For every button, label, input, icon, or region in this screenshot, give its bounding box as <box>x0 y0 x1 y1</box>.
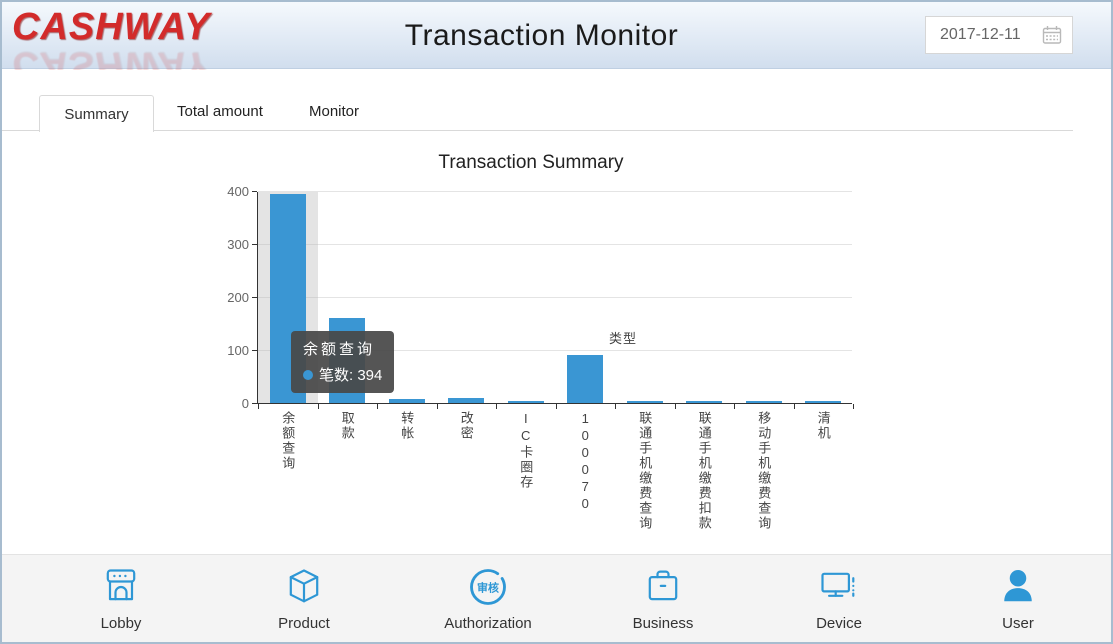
y-axis-label: 100 <box>227 343 249 358</box>
monitor-icon <box>821 572 855 597</box>
x-axis-label: 余额查询 <box>258 411 318 471</box>
tooltip-value: 笔数: 394 <box>319 367 383 384</box>
x-axis-label: 取款 <box>318 411 378 441</box>
briefcase-icon <box>648 570 678 601</box>
x-axis-name: 类型 <box>609 331 638 346</box>
chart-bar[interactable] <box>567 355 604 403</box>
chart-tooltip: 余额查询 笔数: 394 <box>291 331 395 393</box>
tooltip-series-dot <box>303 369 313 380</box>
chart-panel: Transaction Summary 0 100 200 300 400 余额查询 取款转… <box>2 131 1111 554</box>
x-axis-label-text: 联通手机缴费扣款 <box>696 411 712 531</box>
x-axis-label-text: 联通手机缴费查询 <box>637 411 653 531</box>
x-axis-label: 联通手机缴费查询 <box>615 411 675 531</box>
x-axis-label-text: 改密 <box>458 411 474 441</box>
nav-item-user[interactable]: User <box>948 564 1088 632</box>
x-axis-label: 转帐 <box>377 411 437 441</box>
chart-bar[interactable] <box>745 401 782 403</box>
chart-bar[interactable] <box>686 401 723 403</box>
x-axis-tick <box>793 404 795 409</box>
chart-title: Transaction Summary <box>438 152 624 173</box>
x-axis-label: 100070 <box>556 411 616 513</box>
x-axis-label-text: 100070 <box>577 411 593 513</box>
nav-item-device[interactable]: Device <box>769 564 909 632</box>
x-axis-tick <box>496 404 497 409</box>
nav-label: Lobby <box>100 615 142 632</box>
chart-bar[interactable] <box>626 401 663 403</box>
app-header: CASHWAY CASHWAY Transaction Monitor 2017… <box>2 2 1111 86</box>
tab-total-amount[interactable]: Total amount <box>177 103 263 120</box>
audit-seal-icon: 审核 <box>470 569 506 605</box>
x-axis-label-text: 移动手机缴费查询 <box>756 411 772 531</box>
x-axis-tick <box>436 404 438 409</box>
x-axis-tick <box>853 404 854 409</box>
x-axis-label-text: 清机 <box>815 411 831 441</box>
person-icon <box>1004 569 1032 602</box>
cashway-logo: CASHWAY CASHWAY <box>12 6 211 86</box>
nav-label: User <box>1002 615 1034 632</box>
chart-bar[interactable] <box>805 401 842 403</box>
y-axis-label: 400 <box>227 184 249 199</box>
logo-text: CASHWAY <box>12 6 211 48</box>
x-axis-tick <box>734 404 735 409</box>
y-axis-tick <box>252 350 257 351</box>
y-axis-label: 300 <box>227 237 249 252</box>
y-gridline <box>258 191 852 192</box>
storefront-icon <box>106 569 136 601</box>
y-axis-tick <box>252 244 257 245</box>
nav-label: Business <box>632 615 694 632</box>
page-title: Transaction Monitor <box>404 19 679 52</box>
y-gridline <box>258 244 852 245</box>
nav-label: Authorization <box>444 615 532 632</box>
x-axis-label: 清机 <box>794 411 854 441</box>
date-value: 2017-12-11 <box>940 26 1021 43</box>
nav-item-lobby[interactable]: Lobby <box>51 564 191 632</box>
nav-label: Device <box>816 615 862 632</box>
tab-monitor[interactable]: Monitor <box>309 103 360 120</box>
nav-item-business[interactable]: Business <box>593 564 733 632</box>
chart-bar[interactable] <box>448 397 485 403</box>
x-axis-tick <box>377 404 378 409</box>
x-axis-label-text: 转帐 <box>399 411 415 441</box>
x-axis-label: 联通手机缴费扣款 <box>675 411 735 531</box>
date-picker[interactable]: 2017-12-11 <box>925 16 1073 54</box>
x-axis-tick <box>258 404 259 409</box>
x-axis-label-text: IC卡圈存 <box>518 411 534 490</box>
x-axis-tick <box>615 404 616 409</box>
calendar-icon[interactable] <box>1041 24 1063 46</box>
tab-summary[interactable]: Summary <box>39 95 154 132</box>
y-axis-label: 0 <box>241 396 249 411</box>
tab-divider <box>2 130 1073 131</box>
x-axis-label-text: 取款 <box>339 411 355 441</box>
seal-text: 审核 <box>477 580 499 594</box>
bottom-nav: Lobby Product 审核 Authorization <box>2 554 1111 642</box>
y-gridline <box>258 350 852 351</box>
x-axis-tick <box>674 404 676 409</box>
y-axis-tick <box>252 191 257 192</box>
cube-icon <box>289 569 319 603</box>
x-axis-label: 移动手机缴费查询 <box>734 411 794 531</box>
nav-item-authorization[interactable]: 审核 Authorization <box>418 564 558 632</box>
y-axis-tick <box>252 297 257 298</box>
nav-item-product[interactable]: Product <box>234 564 374 632</box>
x-axis-tick <box>555 404 557 409</box>
nav-label: Product <box>278 615 330 632</box>
y-axis-tick <box>252 403 257 404</box>
tab-strip: Summary Total amount Monitor <box>2 70 1111 132</box>
y-gridline <box>258 297 852 298</box>
x-axis-tick <box>317 404 319 409</box>
x-axis-label: 改密 <box>437 411 497 441</box>
x-axis-label: IC卡圈存 <box>496 411 556 490</box>
y-axis-label: 200 <box>227 290 249 305</box>
x-axis-label-text: 余额查询 <box>280 411 296 471</box>
chart-bar[interactable] <box>388 398 425 403</box>
tooltip-title: 余额查询 <box>303 341 376 358</box>
chart-bar[interactable] <box>507 401 544 403</box>
